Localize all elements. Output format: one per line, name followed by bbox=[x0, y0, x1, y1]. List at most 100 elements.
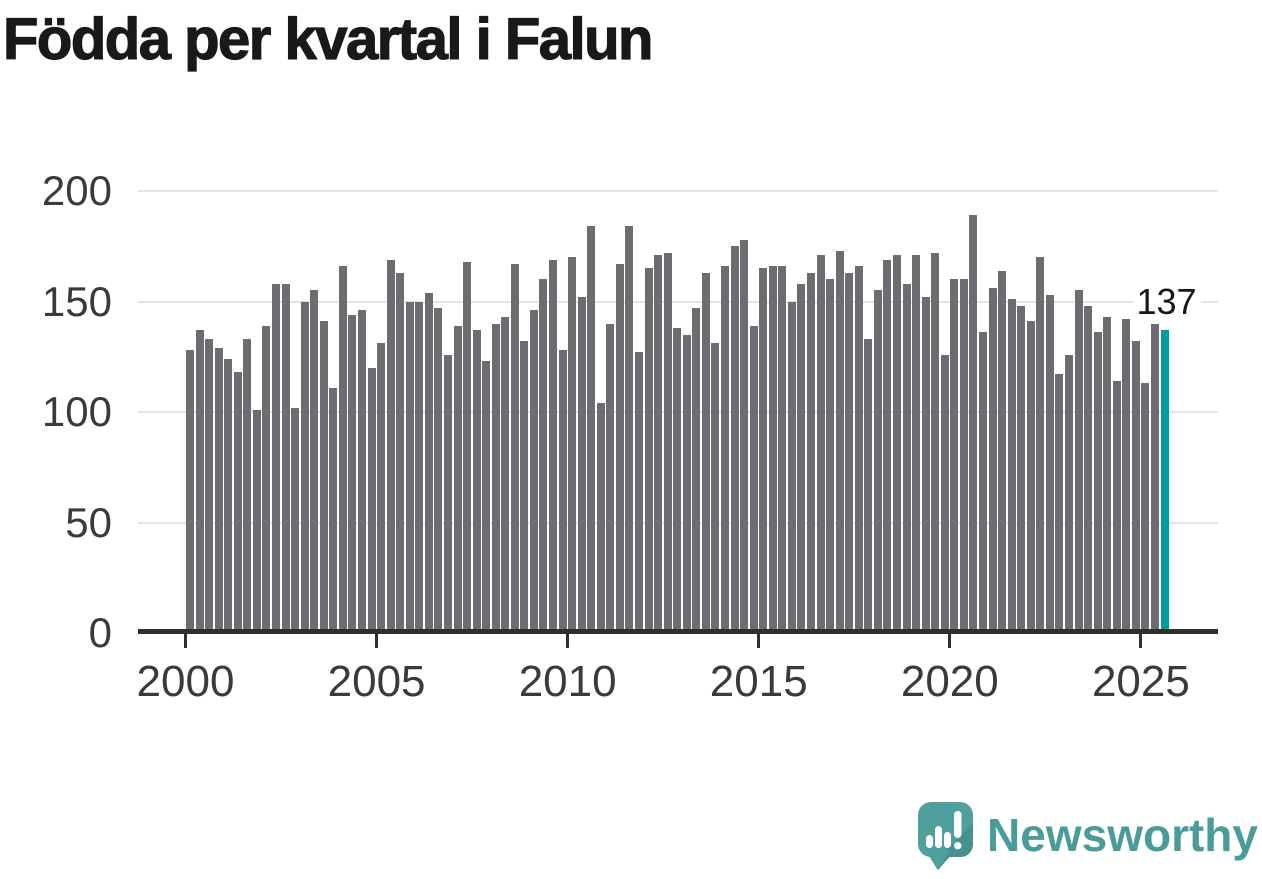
bar bbox=[377, 343, 386, 633]
bar bbox=[453, 325, 462, 633]
bar bbox=[233, 372, 242, 633]
bar bbox=[491, 323, 500, 633]
bar bbox=[1064, 354, 1073, 633]
bar bbox=[787, 301, 796, 633]
bar bbox=[826, 279, 835, 633]
newsworthy-logo: Newsworthy bbox=[916, 799, 1258, 871]
bar bbox=[281, 283, 290, 633]
bar bbox=[998, 270, 1007, 633]
bar bbox=[520, 341, 529, 633]
bar bbox=[243, 339, 252, 633]
bar bbox=[740, 239, 749, 633]
bar bbox=[883, 259, 892, 633]
x-tick bbox=[375, 634, 379, 648]
x-tick-label: 2000 bbox=[136, 657, 235, 706]
bar bbox=[291, 407, 300, 633]
bar bbox=[969, 215, 978, 633]
bar bbox=[807, 272, 815, 633]
bar bbox=[310, 290, 319, 633]
bar bbox=[978, 332, 987, 633]
bar bbox=[1007, 299, 1016, 633]
x-tick bbox=[757, 634, 761, 648]
bar bbox=[912, 255, 921, 633]
bar bbox=[1141, 383, 1150, 633]
bar bbox=[864, 339, 873, 633]
bar bbox=[940, 354, 949, 633]
bar bbox=[950, 279, 959, 633]
x-tick bbox=[566, 634, 570, 648]
bar bbox=[721, 266, 730, 633]
bar bbox=[596, 403, 605, 633]
bar bbox=[434, 308, 443, 633]
bar bbox=[348, 314, 357, 633]
bar bbox=[1055, 374, 1064, 633]
bar bbox=[539, 279, 548, 633]
bar bbox=[501, 316, 510, 633]
bar bbox=[424, 292, 433, 633]
newsworthy-speech-bubble-chart-icon bbox=[918, 802, 974, 870]
bar bbox=[635, 352, 644, 633]
bar bbox=[319, 321, 328, 633]
bar bbox=[338, 266, 347, 633]
x-tick bbox=[948, 634, 952, 648]
bar bbox=[845, 272, 854, 633]
bar bbox=[673, 328, 682, 633]
x-tick bbox=[184, 634, 187, 648]
bar bbox=[549, 259, 558, 633]
bar bbox=[1131, 341, 1140, 633]
bar bbox=[625, 226, 634, 633]
bar bbox=[778, 266, 787, 633]
x-tick bbox=[1139, 634, 1143, 648]
bar bbox=[959, 279, 968, 633]
highlight-value-label: 137 bbox=[1132, 282, 1201, 323]
bar bbox=[463, 261, 472, 633]
bar bbox=[931, 252, 940, 633]
bar bbox=[367, 367, 376, 633]
bar bbox=[224, 358, 233, 633]
bar bbox=[1017, 305, 1026, 633]
bar bbox=[510, 263, 519, 633]
bar bbox=[768, 266, 777, 633]
x-tick-label: 2010 bbox=[518, 657, 617, 706]
bar bbox=[711, 343, 720, 633]
bar bbox=[892, 255, 901, 633]
bar bbox=[988, 288, 997, 633]
bar bbox=[558, 350, 567, 633]
x-tick-label: 2005 bbox=[327, 657, 426, 706]
bar bbox=[252, 409, 261, 633]
bar bbox=[386, 259, 395, 633]
bar bbox=[615, 263, 624, 633]
y-tick-label: 150 bbox=[41, 277, 112, 325]
bar bbox=[730, 246, 739, 633]
y-tick-label: 100 bbox=[41, 388, 112, 435]
bar bbox=[759, 268, 768, 633]
newsworthy-wordmark: Newsworthy bbox=[987, 809, 1258, 861]
x-tick-label: 2020 bbox=[900, 657, 999, 706]
bar bbox=[663, 252, 672, 633]
gridline bbox=[138, 190, 1218, 192]
bar bbox=[606, 323, 615, 633]
bar bbox=[577, 297, 586, 633]
x-tick-label: 2025 bbox=[1091, 657, 1190, 706]
bar bbox=[195, 330, 204, 633]
y-tick-label: 50 bbox=[65, 498, 112, 546]
bar bbox=[854, 266, 863, 633]
x-tick-label: 2015 bbox=[709, 657, 808, 706]
x-axis-line bbox=[138, 629, 1218, 634]
bar bbox=[1084, 305, 1093, 633]
bar bbox=[644, 268, 653, 633]
bar bbox=[214, 347, 223, 633]
bar bbox=[816, 255, 825, 633]
bar bbox=[587, 226, 596, 633]
bar bbox=[835, 250, 844, 633]
bar bbox=[262, 325, 271, 633]
gridline bbox=[138, 300, 1218, 303]
y-tick-label: 0 bbox=[88, 609, 112, 656]
bar bbox=[1122, 319, 1131, 633]
bar-highlighted bbox=[1160, 330, 1169, 633]
bar bbox=[472, 330, 481, 633]
bar bbox=[749, 325, 758, 633]
bar bbox=[300, 301, 309, 633]
bar bbox=[443, 354, 452, 633]
